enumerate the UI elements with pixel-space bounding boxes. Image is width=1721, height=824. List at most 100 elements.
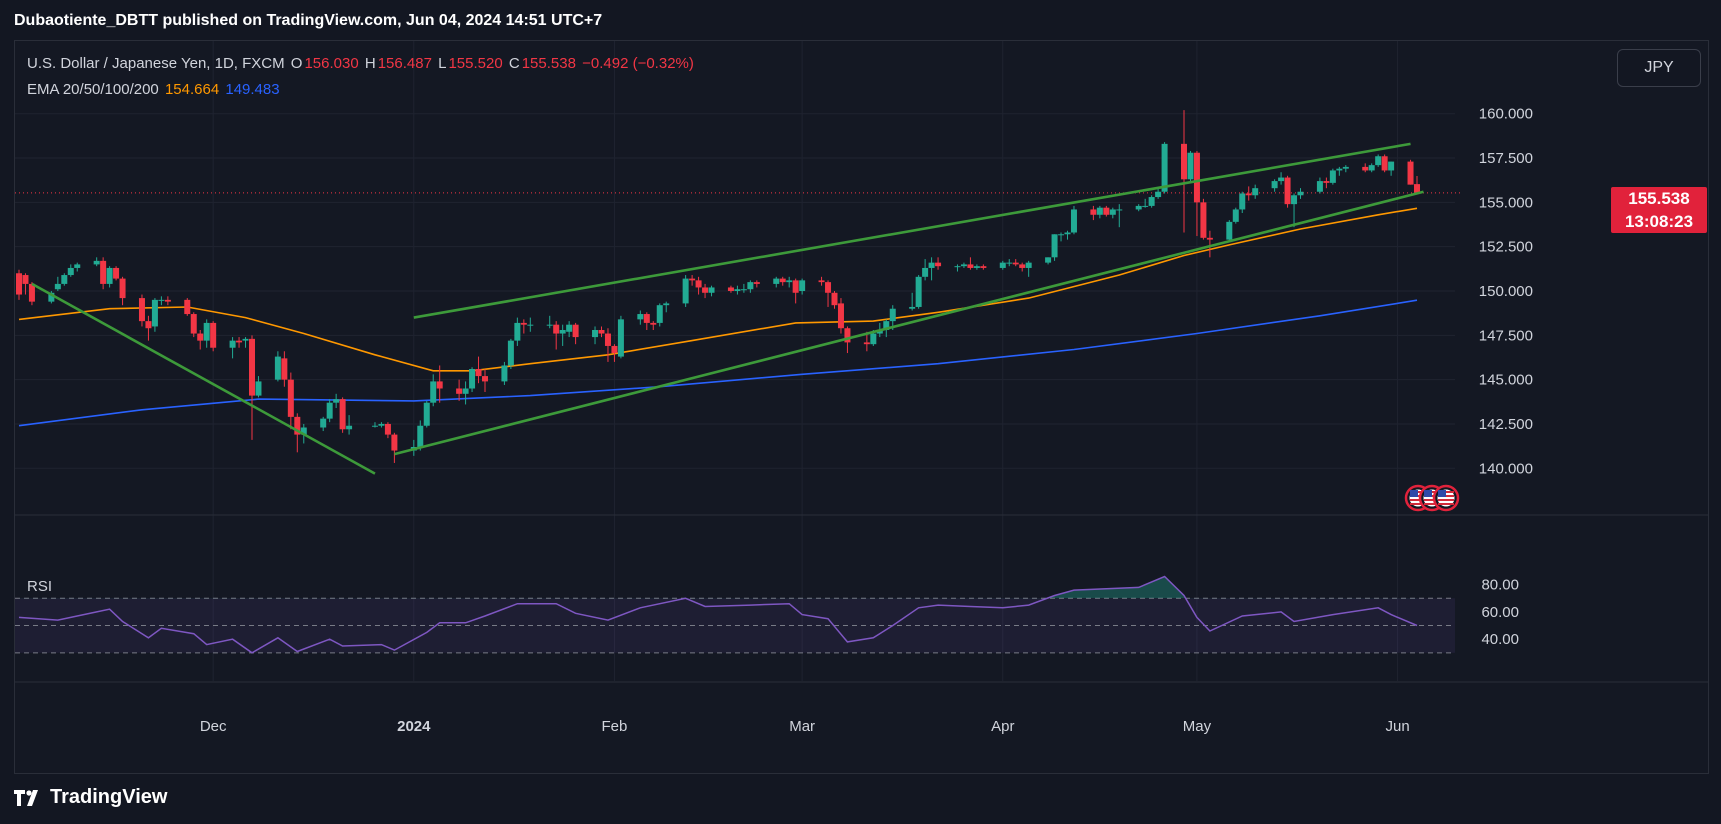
candle-body <box>1019 264 1026 268</box>
candle-body <box>113 267 120 279</box>
candle <box>339 397 346 433</box>
candle-body <box>255 381 262 396</box>
price-axis: 160.000 157.500 155.000 152.500 150.000 147.5… <box>1479 106 1533 648</box>
candle-body <box>1193 152 1200 203</box>
candle <box>999 260 1006 270</box>
candle <box>572 322 579 345</box>
candle-body <box>1200 202 1207 238</box>
candle-body <box>1271 181 1278 189</box>
candle-body <box>1232 209 1239 222</box>
flag-canton <box>1410 490 1418 497</box>
candle <box>980 264 987 270</box>
candle-body <box>520 322 527 325</box>
candle-body <box>469 369 476 389</box>
time-tick-label: May <box>1183 718 1212 735</box>
candle-body <box>546 324 553 326</box>
candle <box>747 280 754 293</box>
event-flags <box>1404 484 1460 512</box>
candle-body <box>106 267 113 284</box>
rsi-overbought-fill <box>1047 576 1186 599</box>
rsi-label[interactable]: RSI <box>27 578 53 595</box>
time-tick-label: Feb <box>602 718 628 735</box>
candle-body <box>456 388 463 394</box>
candle <box>326 399 333 423</box>
candle-body <box>1381 156 1388 171</box>
price-tick-label: 145.000 <box>1479 372 1533 389</box>
price-tick-label: 152.500 <box>1479 239 1533 256</box>
candle <box>1193 150 1200 237</box>
candle-body <box>909 306 916 309</box>
rsi-line <box>18 575 1418 654</box>
candle <box>553 321 560 350</box>
flag-stripe <box>1410 503 1426 505</box>
candle <box>61 273 68 286</box>
candle-body <box>61 275 68 284</box>
candle <box>656 303 663 327</box>
candle-body <box>928 262 935 268</box>
candle <box>643 312 650 330</box>
candle-body <box>727 287 734 291</box>
chart-canvas[interactable]: 160.000 157.500 155.000 152.500 150.000 147.5… <box>15 41 1708 773</box>
candle-body <box>138 298 145 322</box>
candle <box>1109 207 1116 219</box>
high-value: 156.487 <box>377 55 432 72</box>
candle-body <box>870 333 877 345</box>
high-label: H <box>364 55 376 72</box>
low-label: L <box>438 55 447 72</box>
low-value: 155.520 <box>448 55 503 72</box>
candle <box>1239 191 1246 213</box>
currency-button[interactable]: JPY <box>1617 49 1701 87</box>
candle <box>954 264 961 272</box>
candle <box>1323 177 1330 189</box>
ema-legend: EMA 20/50/100/200 154.664 149.483 <box>27 81 282 98</box>
candle <box>922 259 929 281</box>
candle-body <box>1284 177 1291 205</box>
chart-panel[interactable]: 160.000 157.500 155.000 152.500 150.000 147.5… <box>14 40 1709 774</box>
candle-body <box>566 324 573 332</box>
candle-body <box>145 321 152 329</box>
candle <box>456 379 463 401</box>
candle-body <box>1414 184 1420 193</box>
candle <box>702 283 709 299</box>
candle <box>935 257 942 270</box>
candle-body <box>682 278 689 304</box>
candle <box>1206 230 1213 258</box>
candle-body <box>1109 209 1116 215</box>
candle <box>1064 230 1071 240</box>
candle <box>960 262 967 268</box>
candle-body <box>294 416 301 435</box>
symbol-name[interactable]: U.S. Dollar / Japanese Yen, 1D, FXCM <box>27 55 285 72</box>
candle <box>1252 184 1259 199</box>
candle-body <box>1329 170 1336 183</box>
candle <box>1375 154 1382 167</box>
candle-body <box>1226 221 1233 240</box>
candle <box>1006 259 1013 267</box>
candle <box>727 285 734 293</box>
candle <box>689 275 696 286</box>
footer-brand[interactable]: TradingView <box>14 786 167 809</box>
candle <box>779 276 786 286</box>
candle-body <box>242 338 249 341</box>
candle-body <box>598 330 605 334</box>
candle-body <box>346 425 353 430</box>
candle <box>22 273 29 295</box>
candle-body <box>1336 168 1343 171</box>
candle <box>384 422 391 439</box>
candle <box>294 413 301 453</box>
candle-body <box>164 299 171 302</box>
candle-body <box>67 267 74 276</box>
ema-label[interactable]: EMA 20/50/100/200 <box>27 81 159 98</box>
candle <box>346 415 353 435</box>
candle-body <box>1181 143 1187 180</box>
candle-body <box>831 292 838 306</box>
candle <box>825 280 832 307</box>
time-tick-label: 2024 <box>397 718 431 735</box>
candle-body <box>22 275 29 284</box>
change-value: −0.492 (−0.32%) <box>582 55 694 72</box>
candle <box>863 331 870 352</box>
candle-body <box>1297 191 1304 196</box>
candle <box>1316 177 1323 194</box>
flag-canton <box>1424 490 1432 497</box>
candle-body <box>1388 161 1395 171</box>
candle-body <box>1025 262 1032 268</box>
